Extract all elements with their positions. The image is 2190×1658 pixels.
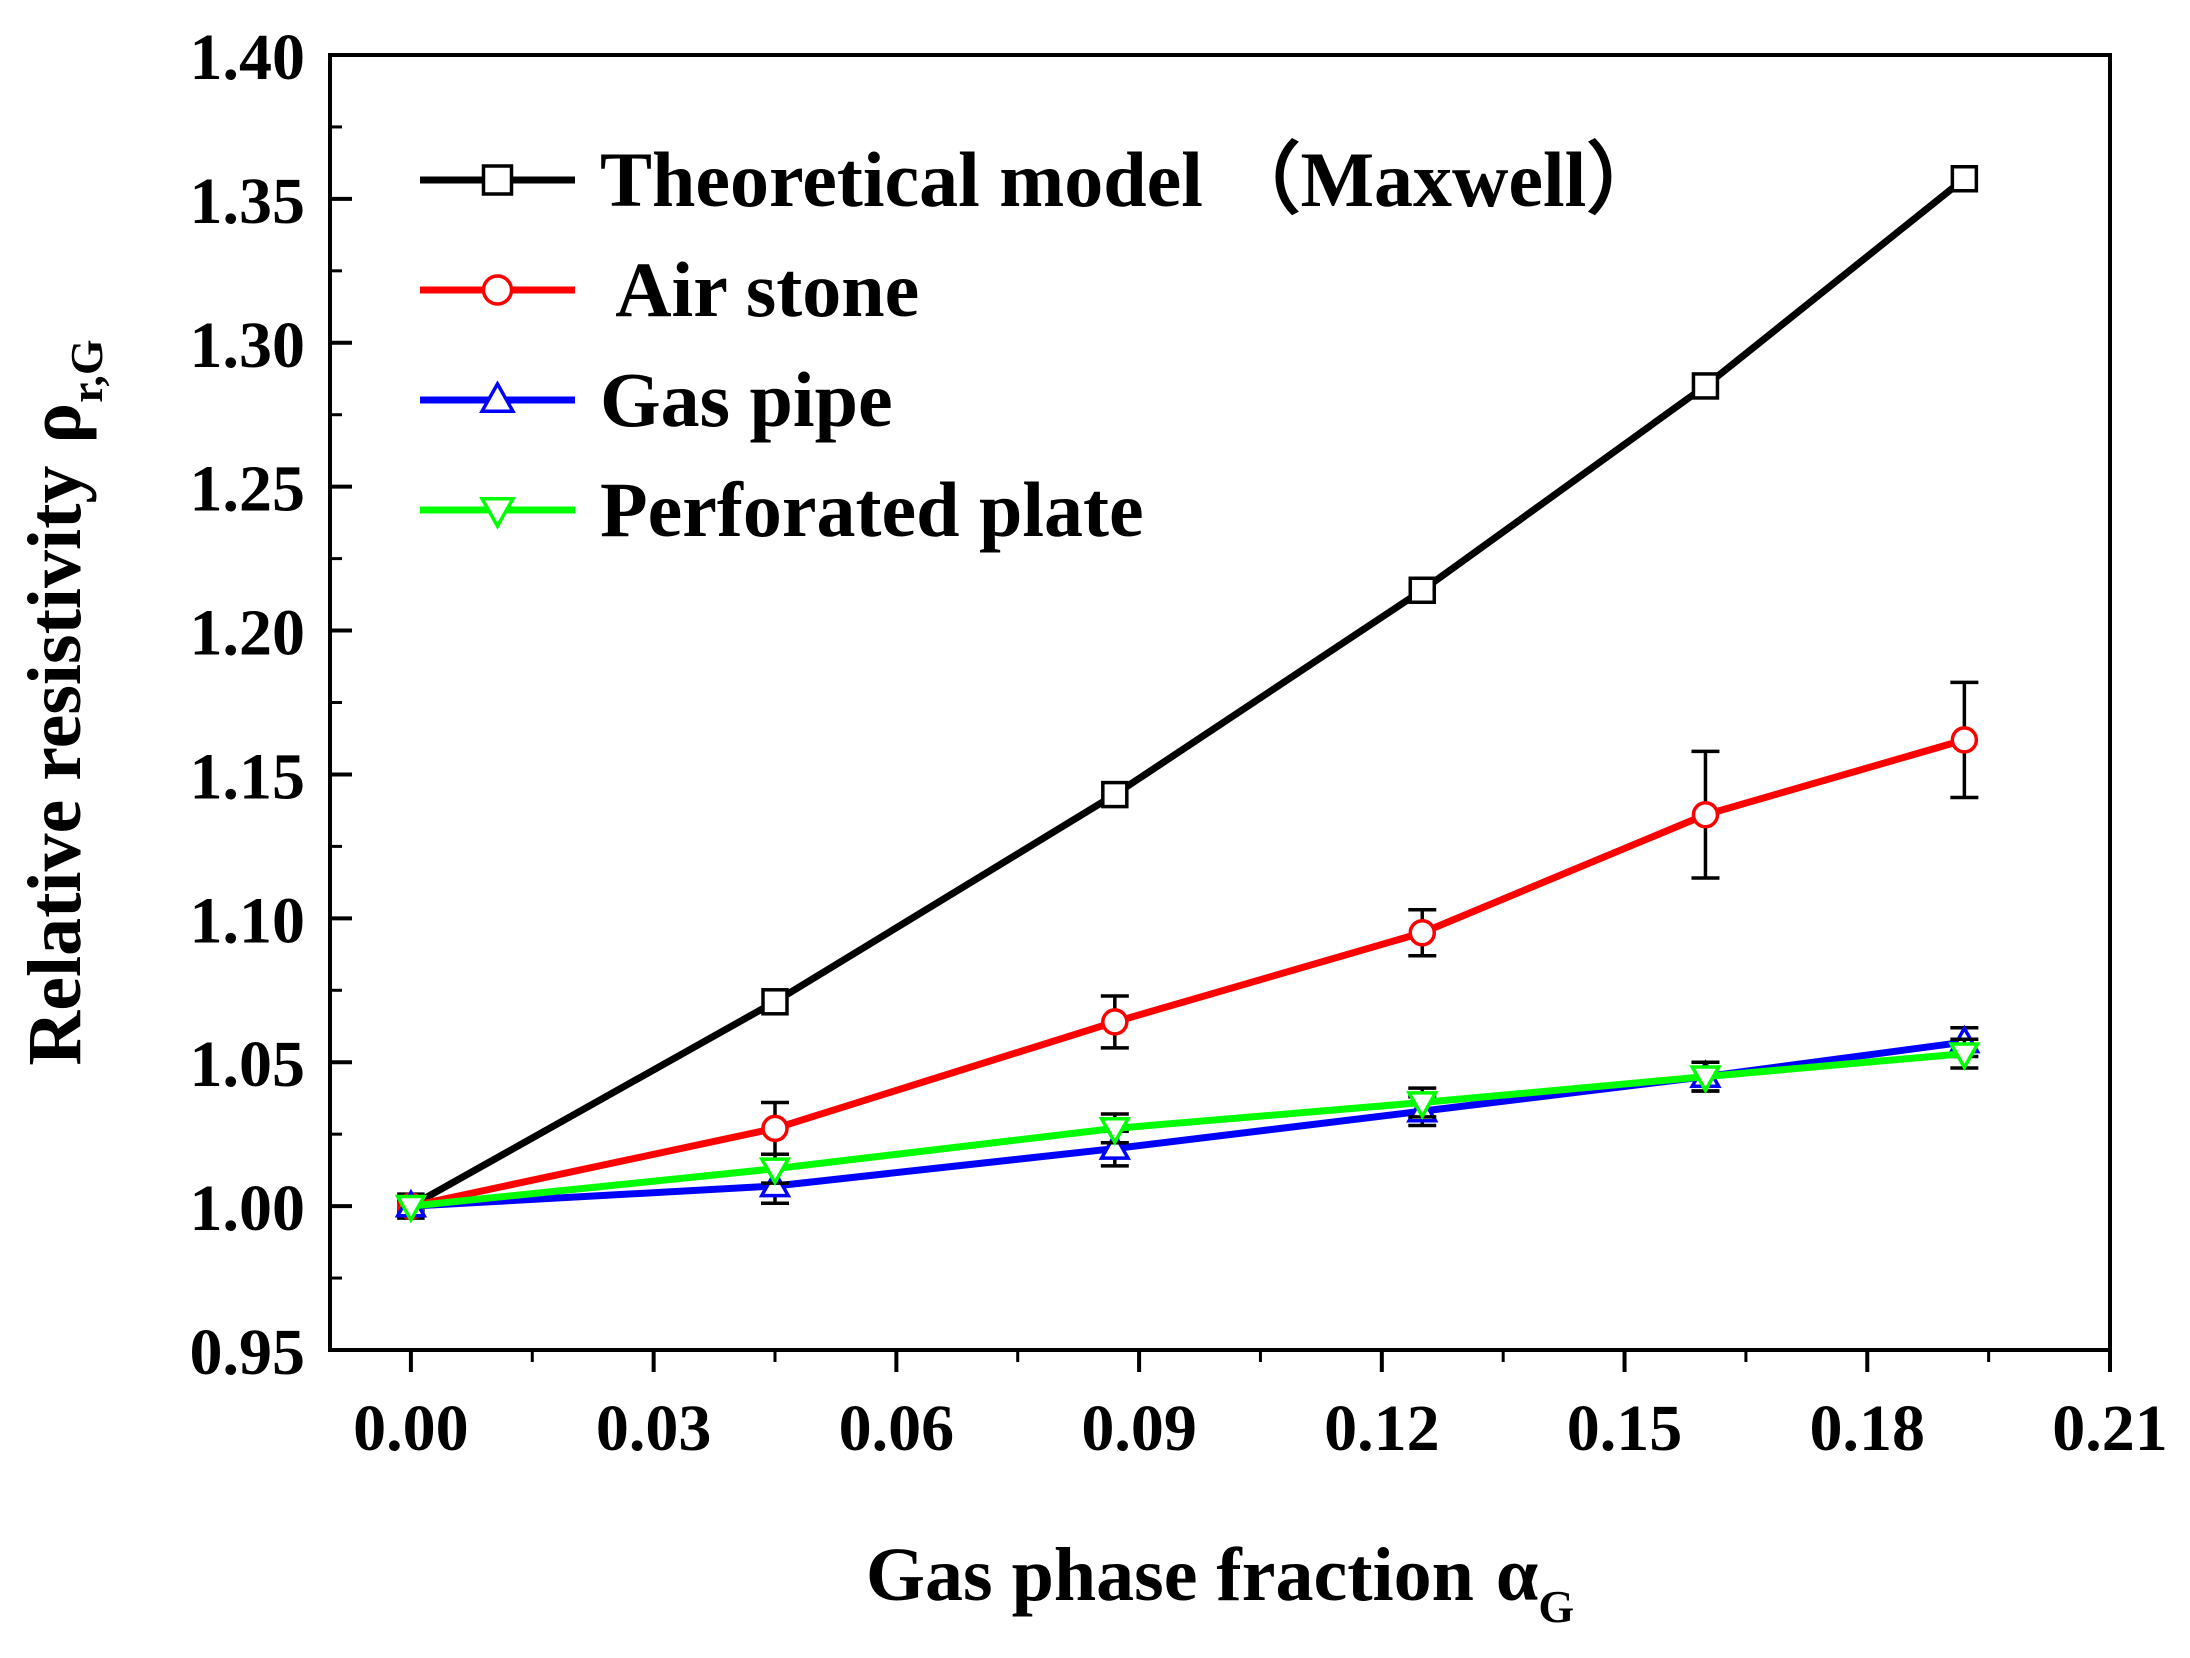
x-tick-label: 0.18 [1810, 1392, 1926, 1465]
x-axis-title-symbol: α [1496, 1533, 1538, 1617]
y-tick-label: 1.40 [190, 21, 306, 94]
x-tick-label: 0.03 [596, 1392, 712, 1465]
y-axis-title-text: Relative resistivity [13, 466, 97, 1066]
y-tick-label: 1.05 [190, 1028, 306, 1101]
x-tick-label: 0.09 [1081, 1392, 1197, 1465]
legend-item-2: Gas pipe [420, 356, 893, 443]
axis-ticks [330, 53, 2112, 1372]
y-tick-label: 0.95 [190, 1316, 306, 1389]
series-line [410, 1050, 1965, 1210]
legend-label: Theoretical model （Maxwell） [600, 136, 1664, 223]
data-point [1098, 1131, 1132, 1160]
series-3 [394, 1037, 1981, 1224]
data-point [1408, 918, 1437, 947]
legend-marker [479, 380, 516, 413]
data-point [1408, 576, 1437, 605]
y-tick-label: 1.00 [190, 1172, 306, 1245]
x-axis-title-subscript: G [1538, 1581, 1574, 1632]
data-point [1950, 164, 1979, 193]
y-tick-label: 1.10 [190, 884, 306, 957]
legend-marker [481, 274, 514, 306]
data-point [1689, 1065, 1722, 1094]
legend-item-0: Theoretical model （Maxwell） [420, 136, 1664, 223]
data-point [1406, 1091, 1439, 1120]
series-layer [394, 164, 1981, 1224]
legend-marker [479, 497, 516, 530]
y-tick-label: 1.30 [190, 309, 306, 382]
legend-marker [481, 164, 514, 196]
legend-label: Gas pipe [600, 356, 893, 443]
y-tick-label: 1.20 [190, 597, 306, 670]
y-tick-label: 1.25 [190, 453, 306, 526]
y-tick-label: 1.35 [190, 165, 306, 238]
y-tick-labels: 0.95 1.00 1.05 1.10 1.15 1.20 1.25 1.30 1.35 1.40 [190, 21, 306, 1389]
legend-label: Perforated plate [600, 466, 1144, 553]
x-axis-title-text: Gas phase fraction [866, 1533, 1474, 1617]
y-axis-title: Relative resistivity ρr,G [13, 339, 112, 1065]
x-axis-title: Gas phase fraction αG [866, 1533, 1574, 1632]
series-line [410, 736, 1966, 1210]
data-point [1948, 1042, 1981, 1071]
x-tick-label: 0.00 [353, 1392, 469, 1465]
x-tick-label: 0.06 [839, 1392, 955, 1465]
legend-item-3: Perforated plate [420, 466, 1144, 553]
y-axis-title-symbol: ρ [13, 403, 97, 444]
data-point [761, 1114, 789, 1143]
x-tick-label: 0.15 [1567, 1392, 1683, 1465]
data-point [1950, 726, 1979, 754]
data-point [1101, 1008, 1129, 1036]
legend-item-1: Air stone [420, 246, 919, 333]
data-point [1101, 780, 1129, 809]
legend: Theoretical model （Maxwell） Air stone Gas… [420, 136, 1664, 553]
data-point [1691, 800, 1720, 829]
data-point [758, 1157, 792, 1187]
x-tick-labels: 0.00 0.03 0.06 0.09 0.12 0.15 0.18 0.21 [353, 1392, 2168, 1465]
x-tick-label: 0.21 [2052, 1392, 2168, 1465]
data-point [1691, 372, 1720, 400]
y-axis-title-subscript: r,G [61, 339, 112, 402]
legend-label: Air stone [600, 246, 919, 333]
data-point [394, 1194, 428, 1224]
data-point [761, 988, 789, 1016]
x-tick-label: 0.12 [1324, 1392, 1440, 1465]
data-point [1098, 1117, 1132, 1146]
y-tick-label: 1.15 [190, 740, 306, 813]
series-line [409, 176, 1967, 1210]
